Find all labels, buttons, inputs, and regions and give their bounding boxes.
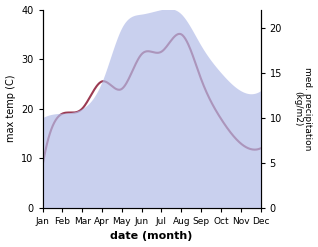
X-axis label: date (month): date (month) <box>110 231 193 242</box>
Y-axis label: max temp (C): max temp (C) <box>5 75 16 143</box>
Y-axis label: med. precipitation
(kg/m2): med. precipitation (kg/m2) <box>293 67 313 150</box>
